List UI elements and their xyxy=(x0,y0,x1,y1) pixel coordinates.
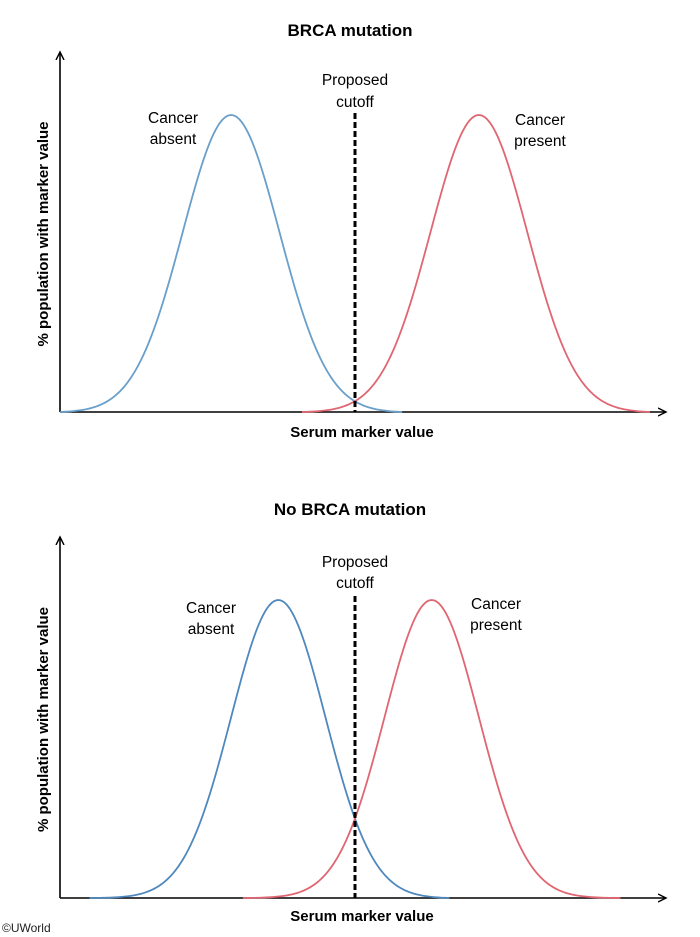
cancer-absent-label: Cancer absent xyxy=(148,110,198,148)
cancer-present-curve xyxy=(301,114,651,413)
x-axis-label: Serum marker value xyxy=(290,424,433,441)
x-axis-label: Serum marker value xyxy=(290,908,433,925)
cutoff-label: Proposed cutoff xyxy=(322,72,388,111)
cancer-absent-curve xyxy=(89,599,450,899)
y-axis-label: % population with marker value xyxy=(35,121,52,346)
cancer-present-label: Cancer present xyxy=(470,596,522,634)
chart-brca-mutation: BRCA mutation Serum marker value % populat… xyxy=(35,21,666,441)
cancer-absent-label: Cancer absent xyxy=(186,600,236,638)
cancer-absent-curve xyxy=(59,114,403,413)
copyright-credit: ©UWorld xyxy=(2,921,51,935)
cutoff-label: Proposed cutoff xyxy=(322,554,388,592)
cancer-present-curve xyxy=(242,599,621,899)
chart-title: BRCA mutation xyxy=(288,21,413,40)
y-axis-label: % population with marker value xyxy=(35,607,52,832)
chart-title: No BRCA mutation xyxy=(274,500,426,519)
chart-no-brca-mutation: No BRCA mutation Serum marker value % popu… xyxy=(35,500,666,925)
cancer-present-label: Cancer present xyxy=(514,112,566,150)
